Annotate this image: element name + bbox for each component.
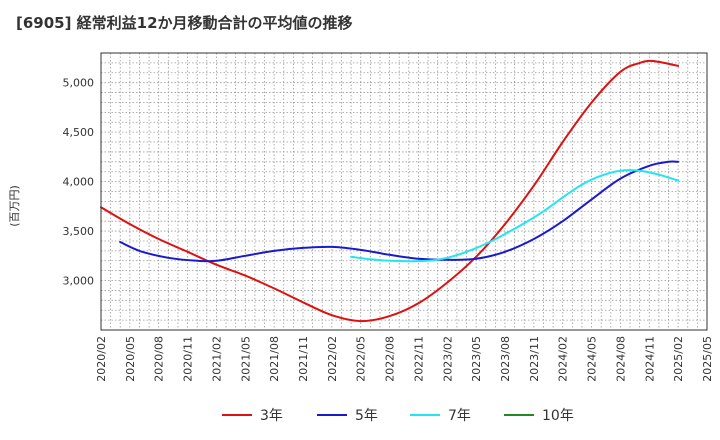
x-tick-label: 2021/08 — [268, 336, 281, 382]
x-tick-label: 2024/08 — [614, 336, 627, 382]
chart-title: [6905] 経常利益12か月移動合計の平均値の推移 — [16, 14, 353, 32]
line-chart: 3,000 3,500 4,000 4,500 5,000 2020/02 2020/05… — [63, 52, 714, 382]
x-tick-label: 2020/05 — [124, 336, 137, 382]
legend-swatch — [317, 414, 347, 416]
legend-label: 10年 — [542, 408, 574, 424]
legend: 3年 5年 7年 10年 — [0, 404, 720, 426]
legend-label: 5年 — [355, 408, 378, 424]
y-tick-label: 4,000 — [63, 176, 95, 189]
y-tick-label: 4,500 — [63, 126, 95, 139]
legend-item: 3年 — [222, 404, 283, 426]
x-tick-label: 2024/05 — [586, 336, 599, 382]
x-tick-label: 2025/02 — [672, 336, 685, 382]
x-tick-label: 2020/11 — [182, 336, 195, 382]
y-tick-label: 5,000 — [63, 77, 95, 90]
x-tick-label: 2021/11 — [297, 336, 310, 382]
series-line-5年 — [119, 160, 680, 263]
x-tick-label: 2023/11 — [528, 336, 541, 382]
x-tick-label: 2021/05 — [239, 336, 252, 382]
x-tick-label: 2022/11 — [412, 336, 425, 382]
legend-swatch — [504, 414, 534, 416]
x-tick-label: 2021/02 — [210, 336, 223, 382]
legend-item: 5年 — [317, 404, 378, 426]
legend-label: 3年 — [260, 408, 283, 424]
x-tick-label: 2022/08 — [384, 336, 397, 382]
x-tick-label: 2023/02 — [441, 336, 454, 382]
x-tick-label: 2023/08 — [499, 336, 512, 382]
y-tick-label: 3,500 — [63, 225, 95, 238]
y-tick-label: 3,000 — [63, 275, 95, 288]
series-line-7年 — [350, 169, 680, 263]
legend-item: 10年 — [504, 404, 574, 426]
legend-swatch — [410, 414, 440, 416]
x-tick-label: 2023/05 — [470, 336, 483, 382]
legend-item: 7年 — [410, 404, 471, 426]
x-axis-ticks: 2020/02 2020/05 2020/08 2020/11 2021/02 2021/… — [95, 336, 714, 382]
x-tick-label: 2024/11 — [643, 336, 656, 382]
legend-label: 7年 — [448, 408, 471, 424]
x-tick-label: 2020/02 — [95, 336, 108, 382]
x-tick-label: 2022/05 — [355, 336, 368, 382]
grid-lines — [101, 53, 707, 330]
series-lines — [100, 59, 680, 323]
x-tick-label: 2022/02 — [326, 336, 339, 382]
x-tick-label: 2024/02 — [557, 336, 570, 382]
x-tick-label: 2025/05 — [701, 336, 714, 382]
plot-frame — [100, 52, 708, 331]
y-axis-ticks: 3,000 3,500 4,000 4,500 5,000 — [63, 77, 95, 288]
x-tick-label: 2020/08 — [153, 336, 166, 382]
legend-swatch — [222, 414, 252, 416]
